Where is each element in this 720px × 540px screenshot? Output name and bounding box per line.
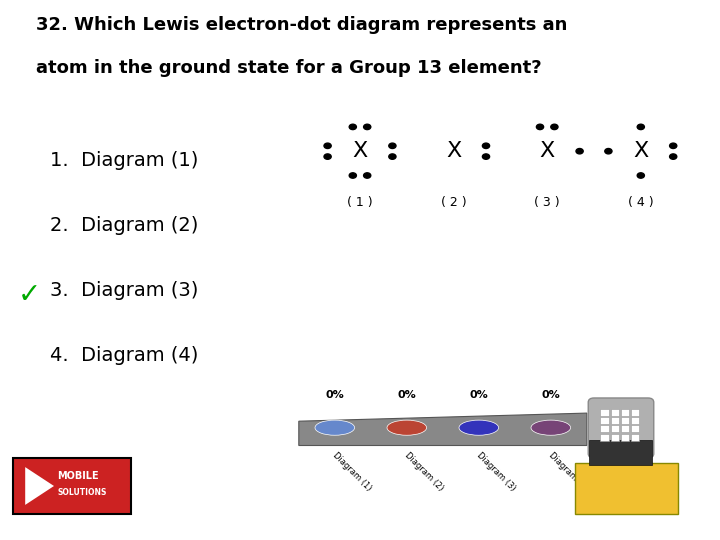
Bar [621,426,629,433]
Circle shape [637,124,644,130]
Bar [631,409,639,416]
Text: Diagram (2): Diagram (2) [403,451,445,493]
Text: Diagram (1): Diagram (1) [331,451,373,493]
Text: Tabb: Tabb [611,443,631,452]
Circle shape [324,154,331,159]
Text: 0%: 0% [325,389,344,400]
Circle shape [536,124,544,130]
Text: 32. Which Lewis electron-dot diagram represents an: 32. Which Lewis electron-dot diagram rep… [36,16,567,34]
Circle shape [389,143,396,148]
Circle shape [670,143,677,148]
Text: ( 4 ): ( 4 ) [628,196,654,209]
Circle shape [482,143,490,148]
Text: MOBILE: MOBILE [58,471,99,481]
Bar [631,434,639,441]
FancyBboxPatch shape [589,440,652,465]
Bar [621,417,629,424]
Circle shape [605,148,612,154]
Circle shape [364,173,371,178]
Text: SOLUTIONS: SOLUTIONS [58,488,107,497]
Text: X: X [446,141,462,161]
Text: ✓: ✓ [18,281,41,309]
Circle shape [349,173,356,178]
Bar [600,434,609,441]
Text: X: X [539,141,555,161]
Text: 1.  Diagram (1): 1. Diagram (1) [50,151,199,170]
Text: X: X [352,141,368,161]
Text: 2.  Diagram (2): 2. Diagram (2) [50,216,199,235]
Bar [621,409,629,416]
Text: Diagram (4): Diagram (4) [547,451,589,493]
Ellipse shape [531,420,570,435]
Circle shape [389,154,396,159]
Bar [611,434,619,441]
Bar [600,417,609,424]
Polygon shape [299,413,587,446]
Text: Diagram (3): Diagram (3) [475,451,518,493]
Text: ( 1 ): ( 1 ) [347,196,373,209]
Bar [631,417,639,424]
Text: ( 2 ): ( 2 ) [441,196,467,209]
Ellipse shape [315,420,354,435]
Text: 0%: 0% [541,389,560,400]
Ellipse shape [459,420,498,435]
Circle shape [637,173,644,178]
Circle shape [576,148,583,154]
FancyBboxPatch shape [575,463,678,514]
Bar [611,417,619,424]
Bar [631,426,639,433]
Bar [611,426,619,433]
FancyBboxPatch shape [13,458,131,514]
Circle shape [324,143,331,148]
Circle shape [551,124,558,130]
Circle shape [670,154,677,159]
Text: 4.  Diagram (4): 4. Diagram (4) [50,346,199,365]
Circle shape [364,124,371,130]
Bar [611,409,619,416]
Bar [600,426,609,433]
Text: X: X [633,141,649,161]
Polygon shape [25,467,54,505]
FancyBboxPatch shape [588,398,654,458]
Text: 0%: 0% [397,389,416,400]
Ellipse shape [387,420,426,435]
Text: atom in the ground state for a Group 13 element?: atom in the ground state for a Group 13 … [36,59,541,77]
Text: 3.  Diagram (3): 3. Diagram (3) [50,281,199,300]
Circle shape [482,154,490,159]
Text: 0%: 0% [469,389,488,400]
Bar [621,434,629,441]
Text: ( 3 ): ( 3 ) [534,196,560,209]
Bar [600,409,609,416]
Circle shape [349,124,356,130]
